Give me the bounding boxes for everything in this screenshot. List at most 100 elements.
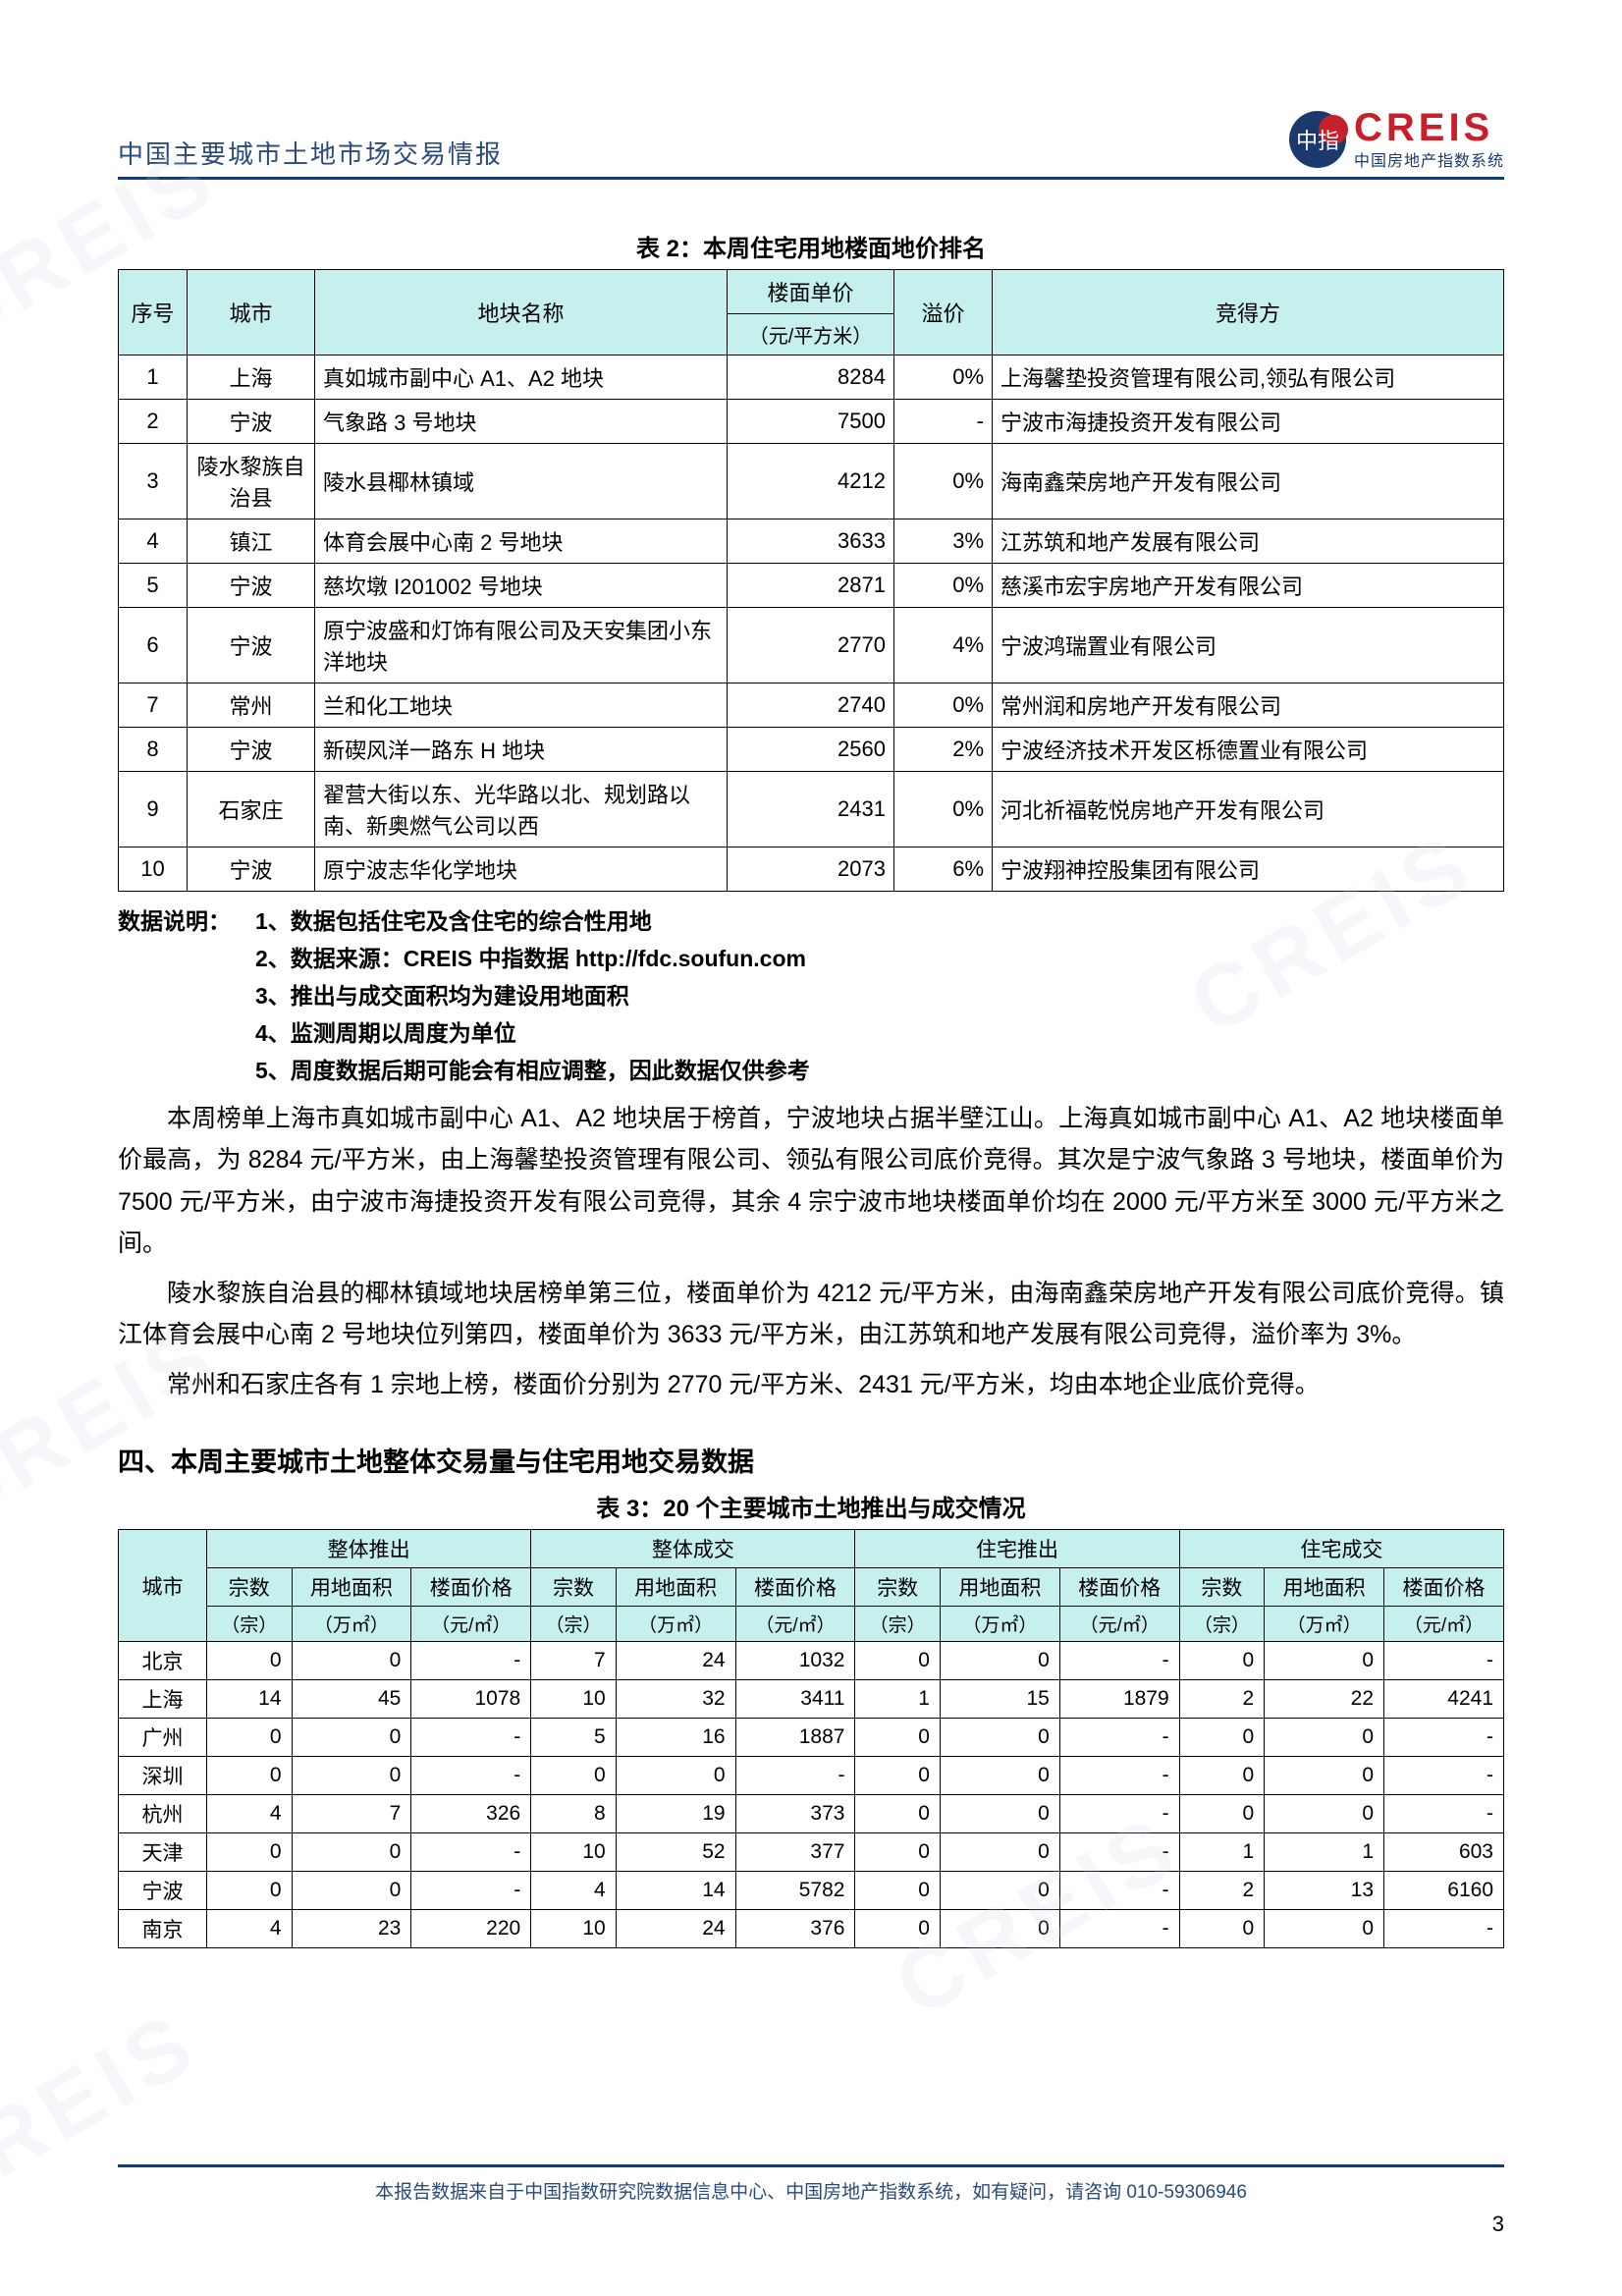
t3-cell: 1032 — [735, 1642, 855, 1680]
t2-cell-plot: 真如城市副中心 A1、A2 地块 — [315, 355, 728, 400]
t2-h-price-unit: （元/平方米） — [728, 314, 894, 355]
t3-cell: 45 — [292, 1680, 411, 1719]
t2-cell-premium: 4% — [894, 608, 993, 683]
logo-badge-icon: 中指 — [1289, 111, 1346, 168]
t3-cell: 2 — [1179, 1680, 1265, 1719]
t2-cell-premium: 6% — [894, 847, 993, 892]
t3-cell: 23 — [292, 1910, 411, 1948]
t3-cell: 10 — [531, 1833, 617, 1872]
section4-title: 四、本周主要城市土地整体交易量与住宅用地交易数据 — [118, 1441, 1504, 1479]
t2-cell-no: 7 — [119, 683, 188, 728]
t3-cell: 4241 — [1384, 1680, 1504, 1719]
t2-cell-no: 4 — [119, 519, 188, 564]
t3-cell-city: 杭州 — [119, 1795, 207, 1833]
t3-cell: 0 — [1265, 1642, 1384, 1680]
table-row: 3陵水黎族自治县陵水县椰林镇域42120%海南鑫荣房地产开发有限公司 — [119, 444, 1504, 519]
t3-cell: - — [411, 1719, 531, 1757]
t2-cell-price: 8284 — [728, 355, 894, 400]
t3-cell-city: 天津 — [119, 1833, 207, 1872]
t3-cell: 0 — [855, 1910, 941, 1948]
t3-subheader: 楼面价格 — [1059, 1568, 1179, 1607]
t2-cell-no: 5 — [119, 564, 188, 608]
t3-cell: 3411 — [735, 1680, 855, 1719]
body-paragraph: 陵水黎族自治县的椰林镇域地块居榜单第三位，楼面单价为 4212 元/平方米，由海… — [118, 1273, 1504, 1356]
t3-cell-city: 南京 — [119, 1910, 207, 1948]
t2-cell-plot: 兰和化工地块 — [315, 683, 728, 728]
t2-cell-premium: 3% — [894, 519, 993, 564]
t3-cell: 0 — [855, 1872, 941, 1910]
t2-cell-city: 宁波 — [188, 608, 315, 683]
t3-unitheader: （万㎡） — [940, 1607, 1059, 1642]
table-row: 10宁波原宁波志华化学地块20736%宁波翔神控股集团有限公司 — [119, 847, 1504, 892]
t3-cell: 0 — [207, 1642, 293, 1680]
t3-cell: - — [1059, 1642, 1179, 1680]
t3-cell: 1 — [855, 1680, 941, 1719]
t3-cell: 0 — [531, 1757, 617, 1795]
t3-cell: 0 — [855, 1795, 941, 1833]
t2-cell-plot: 翟营大街以东、光华路以北、规划路以南、新奥燃气公司以西 — [315, 772, 728, 847]
table3-title: 表 3：20 个主要城市土地推出与成交情况 — [118, 1489, 1504, 1523]
t3-subheader: 用地面积 — [940, 1568, 1059, 1607]
t3-cell-city: 深圳 — [119, 1757, 207, 1795]
t3-unitheader: （宗） — [855, 1607, 941, 1642]
t2-cell-winner: 河北祈福乾悦房地产开发有限公司 — [993, 772, 1504, 847]
t2-cell-city: 石家庄 — [188, 772, 315, 847]
table-row: 1上海真如城市副中心 A1、A2 地块82840%上海馨垫投资管理有限公司,领弘… — [119, 355, 1504, 400]
t2-cell-city: 上海 — [188, 355, 315, 400]
t3-unitheader: （万㎡） — [1265, 1607, 1384, 1642]
t2-cell-no: 1 — [119, 355, 188, 400]
t3-cell: 0 — [207, 1833, 293, 1872]
t3-cell: 0 — [1179, 1719, 1265, 1757]
t2-cell-winner: 江苏筑和地产发展有限公司 — [993, 519, 1504, 564]
t2-cell-price: 2770 — [728, 608, 894, 683]
t3-cell: 10 — [531, 1680, 617, 1719]
t3-cell: 32 — [616, 1680, 735, 1719]
t3-unitheader: （宗） — [207, 1607, 293, 1642]
t3-h-g1: 整体推出 — [207, 1530, 531, 1568]
t3-cell: 0 — [292, 1833, 411, 1872]
t2-cell-premium: 2% — [894, 728, 993, 772]
t3-cell: - — [411, 1872, 531, 1910]
t3-unitheader: （宗） — [1179, 1607, 1265, 1642]
t3-cell: 0 — [855, 1719, 941, 1757]
t3-cell: 0 — [1265, 1757, 1384, 1795]
t3-cell: 0 — [940, 1833, 1059, 1872]
t2-cell-premium: - — [894, 400, 993, 444]
t2-cell-plot: 体育会展中心南 2 号地块 — [315, 519, 728, 564]
t3-unitheader: （万㎡） — [616, 1607, 735, 1642]
notes-item: 1、数据包括住宅及含住宅的综合性用地 — [255, 903, 652, 941]
body-paragraph: 本周榜单上海市真如城市副中心 A1、A2 地块居于榜首，宁波地块占据半壁江山。上… — [118, 1098, 1504, 1265]
t2-h-premium: 溢价 — [894, 270, 993, 355]
notes-item: 3、推出与成交面积均为建设用地面积 — [255, 978, 629, 1015]
t3-subheader: 宗数 — [1179, 1568, 1265, 1607]
t2-cell-price: 2431 — [728, 772, 894, 847]
t3-cell: - — [1059, 1833, 1179, 1872]
t3-cell: 0 — [1179, 1910, 1265, 1948]
t3-unitheader: （元/㎡） — [735, 1607, 855, 1642]
t2-cell-plot: 气象路 3 号地块 — [315, 400, 728, 444]
t3-cell: 0 — [855, 1833, 941, 1872]
t3-cell: 1 — [1179, 1833, 1265, 1872]
t3-cell: 603 — [1384, 1833, 1504, 1872]
table-row: 5宁波慈坎墩 I201002 号地块28710%慈溪市宏宇房地产开发有限公司 — [119, 564, 1504, 608]
footer-text: 本报告数据来自于中国指数研究院数据信息中心、中国房地产指数系统，如有疑问，请咨询… — [118, 2177, 1504, 2204]
t2-cell-plot: 新碶风洋一路东 H 地块 — [315, 728, 728, 772]
t2-cell-price: 4212 — [728, 444, 894, 519]
t2-cell-winner: 宁波市海捷投资开发有限公司 — [993, 400, 1504, 444]
t2-cell-winner: 常州润和房地产开发有限公司 — [993, 683, 1504, 728]
body-paragraph: 常州和石家庄各有 1 宗地上榜，楼面价分别为 2770 元/平方米、2431 元… — [118, 1364, 1504, 1406]
t3-subheader: 宗数 — [531, 1568, 617, 1607]
t3-cell: 0 — [1179, 1795, 1265, 1833]
table-row: 天津00-105237700-11603 — [119, 1833, 1504, 1872]
table-row: 8宁波新碶风洋一路东 H 地块25602%宁波经济技术开发区栎德置业有限公司 — [119, 728, 1504, 772]
t2-cell-no: 8 — [119, 728, 188, 772]
t3-cell: - — [1384, 1642, 1504, 1680]
t3-cell: 0 — [855, 1757, 941, 1795]
t3-cell: 7 — [292, 1795, 411, 1833]
t3-h-g2: 整体成交 — [531, 1530, 855, 1568]
t2-cell-winner: 宁波经济技术开发区栎德置业有限公司 — [993, 728, 1504, 772]
t3-cell: - — [1384, 1757, 1504, 1795]
t2-cell-city: 常州 — [188, 683, 315, 728]
t3-cell: 326 — [411, 1795, 531, 1833]
t3-cell: 0 — [940, 1642, 1059, 1680]
